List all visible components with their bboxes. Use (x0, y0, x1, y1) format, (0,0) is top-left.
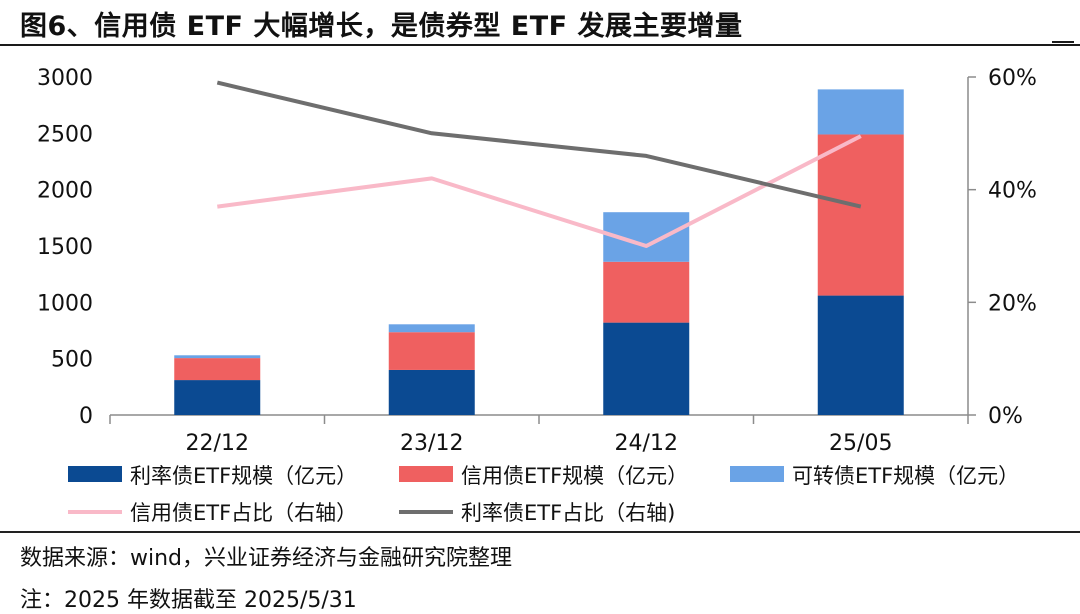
chart-legend: 利率债ETF规模（亿元） 信用债ETF规模（亿元） 可转债ETF规模（亿元） 信用债E… (68, 464, 1019, 525)
bar-segment (603, 261, 690, 323)
x-tick-label: 23/12 (400, 431, 463, 456)
stacked-bar-line-chart: 0 500 1000 1500 2000 2500 3000 0% 20% 40% 60% 22/12… (37, 66, 1037, 525)
bar-segment (817, 295, 904, 415)
bar-segment (174, 380, 261, 415)
source-note: 数据来源：wind，兴业证券经济与金融研究院整理 (20, 546, 513, 571)
bar-segment (388, 369, 475, 415)
footer-rule (0, 531, 1080, 533)
chart-labels: 0 500 1000 1500 2000 2500 3000 0% 20% 40% 60% 22/12… (37, 66, 1037, 456)
y-right-tick-label: 40% (988, 179, 1037, 204)
legend-label: 信用债ETF占比（右轴） (130, 501, 357, 525)
y-right-tick-label: 0% (988, 404, 1023, 429)
chart-bars (174, 89, 904, 415)
y-left-tick-label: 3000 (37, 66, 93, 91)
y-left-tick-label: 500 (51, 348, 93, 373)
y-left-tick-label: 1500 (37, 235, 93, 260)
series-line (217, 134, 862, 248)
legend-label: 可转债ETF规模（亿元） (792, 464, 1019, 488)
bar-segment (817, 89, 904, 135)
chart-lines (216, 80, 862, 248)
legend-swatch (730, 466, 784, 482)
y-left-tick-label: 2500 (37, 122, 93, 147)
x-tick-label: 24/12 (615, 431, 678, 456)
bar-segment (603, 322, 690, 415)
series-line (216, 80, 862, 209)
bar-segment (388, 324, 475, 333)
y-left-tick-label: 2000 (37, 179, 93, 204)
bar-segment (388, 332, 475, 370)
legend-label: 利率债ETF占比（右轴) (461, 501, 675, 525)
bar-segment (817, 134, 904, 296)
y-right-tick-label: 60% (988, 66, 1037, 91)
bar-segment (174, 355, 261, 359)
legend-swatch (68, 466, 122, 482)
date-note: 注：2025 年数据截至 2025/5/31 (20, 588, 357, 613)
legend-label: 信用债ETF规模（亿元） (461, 464, 688, 488)
title-rule (0, 44, 1080, 46)
legend-label: 利率债ETF规模（亿元） (130, 464, 357, 488)
x-tick-label: 25/05 (829, 431, 892, 456)
title-rule-cap (1052, 41, 1074, 43)
x-tick-label: 22/12 (186, 431, 249, 456)
y-right-tick-label: 20% (988, 291, 1037, 316)
y-left-tick-label: 1000 (37, 291, 93, 316)
y-left-tick-label: 0 (79, 404, 93, 429)
page-title: 图6、信用债 ETF 大幅增长，是债券型 ETF 发展主要增量 (20, 11, 743, 42)
legend-swatch (399, 466, 453, 482)
bar-segment (174, 358, 261, 381)
